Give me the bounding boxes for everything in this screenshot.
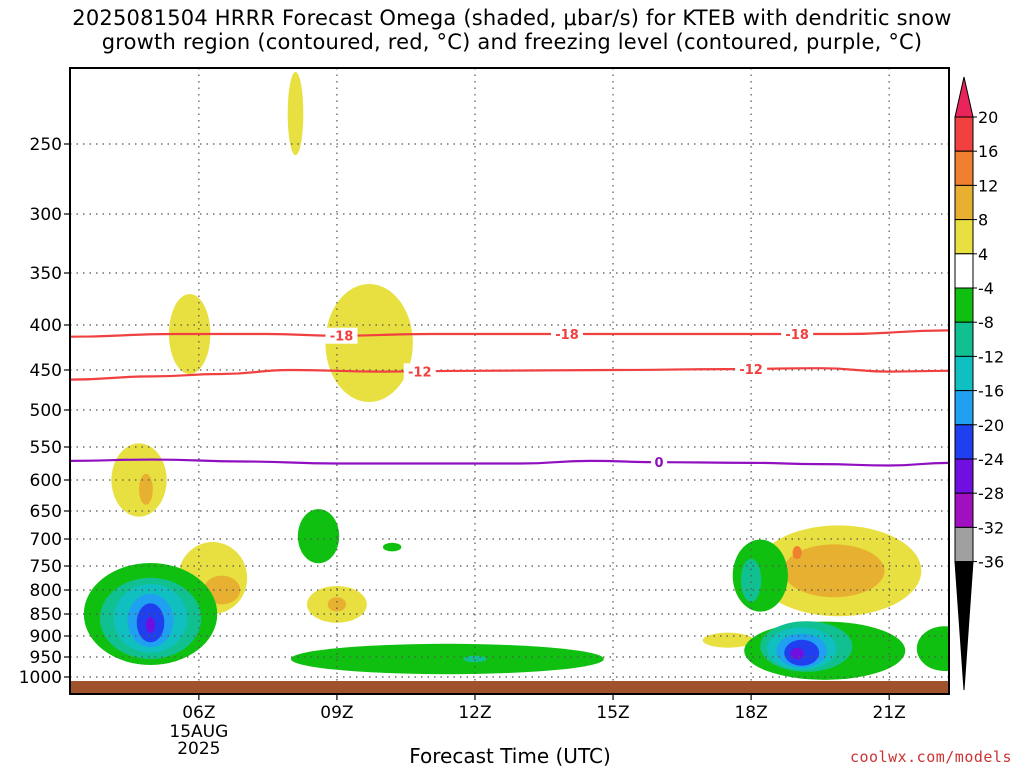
omega-region-4 <box>139 473 153 505</box>
colorbar-label: 20 <box>978 108 998 127</box>
omega-region-32 <box>916 626 949 671</box>
chart-title: 2025081504 HRRR Forecast Omega (shaded, … <box>0 6 1024 54</box>
colorbar-label: -32 <box>978 518 1004 537</box>
colorbar-box <box>954 424 974 460</box>
y-tick-label: 300 <box>30 205 62 225</box>
grid-lines <box>70 68 949 694</box>
contour-label-bg <box>551 326 584 342</box>
source-credit: coolwx.com/models <box>849 748 1012 766</box>
title-line-1: 2025081504 HRRR Forecast Omega (shaded, … <box>72 6 952 30</box>
colorbar-box <box>954 390 974 426</box>
colorbar-label: -36 <box>978 553 1004 572</box>
omega-region-13 <box>792 546 802 559</box>
colorbar-label: 12 <box>978 176 998 195</box>
contour-label: 0 <box>655 456 664 471</box>
colorbar-box <box>954 355 974 392</box>
x-tick-label: 18Z <box>734 703 767 723</box>
omega-region-31 <box>790 647 805 660</box>
colorbar-label: 16 <box>978 142 998 161</box>
x-tick-label: 06Z <box>182 703 215 723</box>
colorbar-label: 4 <box>978 245 988 264</box>
plot-frame <box>69 67 950 695</box>
contour-label-bg <box>403 363 436 380</box>
colorbar-label: -16 <box>978 382 1004 401</box>
y-tick-label: 900 <box>30 627 62 647</box>
contour-label: -18 <box>785 328 809 343</box>
omega-region-3 <box>111 443 167 517</box>
contour-label: -18 <box>330 330 354 345</box>
colorbar-label: -24 <box>978 450 1004 469</box>
ground-surface <box>70 681 949 694</box>
x-tick-label: 21Z <box>873 703 906 723</box>
colorbar-label: -20 <box>978 416 1004 435</box>
omega-region-12 <box>783 544 885 598</box>
colorbar-label: 8 <box>978 211 988 230</box>
omega-region-9 <box>327 597 347 612</box>
y-tick-label: 700 <box>30 530 62 550</box>
title-line-2: growth region (contoured, red, °C) and f… <box>101 30 923 54</box>
x-tick-label: 12Z <box>458 703 491 723</box>
y-tick-label: 1000 <box>19 668 62 688</box>
y-tick-label: 750 <box>30 557 62 577</box>
omega-region-22 <box>290 643 604 675</box>
colorbar-label: -4 <box>978 279 994 298</box>
x-tick-sublabel: 2025 <box>177 739 220 759</box>
y-axis: 2503003504004505005506006507007508008509… <box>19 135 70 688</box>
colorbar-box <box>954 458 974 494</box>
plot-border <box>69 67 950 695</box>
omega-region-0 <box>287 72 304 156</box>
ground-bar <box>70 681 949 694</box>
x-tick-label: 09Z <box>320 703 353 723</box>
temperature-contours: -18 -18 -18 -12 -12 0 <box>70 326 949 471</box>
contour-label: -12 <box>739 363 763 378</box>
colorbar-box <box>954 219 974 255</box>
y-tick-label: 850 <box>30 605 62 625</box>
contour-label-bg <box>781 326 814 342</box>
y-tick-label: 450 <box>30 361 62 381</box>
y-tick-label: 350 <box>30 264 62 284</box>
y-tick-label: 400 <box>30 316 62 336</box>
colorbar-box <box>954 321 974 357</box>
y-tick-label: 800 <box>30 581 62 601</box>
colorbar-bottom-arrow <box>954 561 974 691</box>
y-tick-label: 550 <box>30 438 62 458</box>
colorbar-box <box>954 184 974 221</box>
colorbar-label: -12 <box>978 347 1004 366</box>
contour-line-2 <box>70 458 949 467</box>
omega-region-14 <box>297 509 340 564</box>
x-tick-sublabel: 15AUG <box>169 722 228 742</box>
y-tick-label: 950 <box>30 648 62 668</box>
omega-region-25 <box>740 558 762 603</box>
colorbar-top-arrow <box>954 76 974 118</box>
colorbar: 20 16 12 8 4 -4 -8 -12 -16 -20 -24 -28 -32 -36 <box>954 76 1004 691</box>
omega-region-21 <box>145 617 156 633</box>
contour-label-bg <box>735 360 768 377</box>
colorbar-box <box>954 253 974 289</box>
y-tick-label: 250 <box>30 135 62 155</box>
omega-region-15 <box>382 542 402 552</box>
colorbar-box <box>954 526 974 563</box>
contour-label-bg <box>325 327 358 344</box>
colorbar-box <box>954 150 974 186</box>
colorbar-label: -8 <box>978 313 994 332</box>
contour-label: -18 <box>555 328 579 343</box>
contour-label: -12 <box>408 365 432 380</box>
contour-line-1 <box>70 367 949 381</box>
x-axis-label: Forecast Time (UTC) <box>409 744 611 768</box>
y-tick-label: 600 <box>30 471 62 491</box>
y-tick-label: 650 <box>30 502 62 522</box>
colorbar-box <box>954 492 974 528</box>
contour-label-bg <box>651 454 668 471</box>
x-tick-label: 15Z <box>596 703 629 723</box>
colorbar-label: -28 <box>978 484 1004 503</box>
y-tick-label: 500 <box>30 401 62 421</box>
colorbar-box <box>954 287 974 323</box>
colorbar-box <box>954 116 974 152</box>
